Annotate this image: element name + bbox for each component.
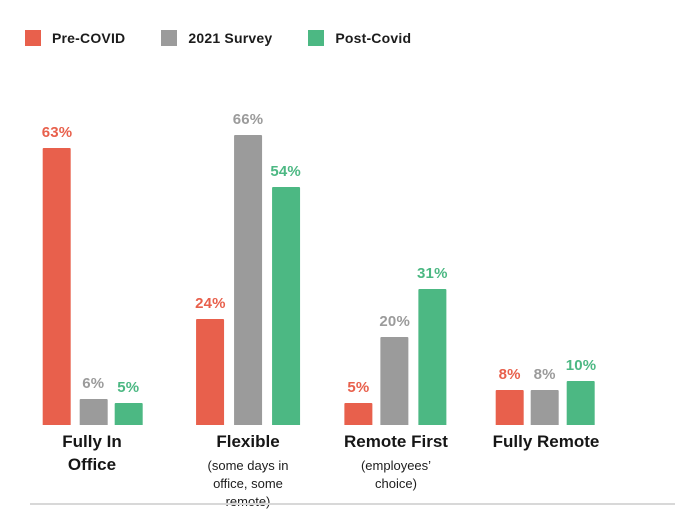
bars: 24% 66% 54% [195,111,301,425]
legend-label: Pre-COVID [52,30,126,46]
legend-item-post-covid: Post-Covid [308,30,411,46]
bar-column: 54% [270,163,301,425]
bars: 63% 6% 5% [42,124,143,425]
category: Flexible (some days in office, some remo… [173,431,323,512]
bar-2021-survey [234,134,262,425]
bar-column: 5% [114,379,143,425]
legend-swatch-pre-covid [25,30,41,46]
bar-column: 31% [417,265,448,425]
bar-group-remote-first: 5% 20% 31% Remote First (employees’ choice… [321,0,471,523]
bar-value-label: 66% [232,110,264,128]
bar-column: 8% [495,365,524,425]
category-note: (employees’ choice) [360,457,432,492]
bar-column: 66% [233,111,264,425]
bar-column: 63% [42,124,73,425]
legend-label: 2021 Survey [188,30,273,46]
category-label: Fully In Office [62,432,122,474]
bars: 8% 8% 10% [495,357,597,425]
bar-value-label: 5% [117,379,140,396]
bottom-divider [30,503,675,505]
bar-group-fully-in-office: 63% 6% 5% Fully In Office [17,0,167,523]
bar-pre-covid [43,147,71,425]
bar-post-covid [418,288,447,425]
bar-value-label: 20% [379,313,410,330]
bar-column: 10% [566,357,597,425]
bar-value-label: 6% [82,374,105,392]
bar-column: 8% [530,365,559,425]
bar-group-fully-remote: 8% 8% 10% Fully Remote [471,0,621,523]
legend: Pre-COVID 2021 Survey Post-Covid [25,30,411,46]
bar-value-label: 5% [347,379,370,396]
category: Remote First (employees’ choice) [321,431,471,493]
legend-label: Post-Covid [335,30,412,46]
category-label: Remote First [344,432,448,451]
legend-item-2021-survey: 2021 Survey [161,30,272,46]
bar-pre-covid [196,319,225,425]
legend-swatch-post-covid [308,30,325,46]
legend-item-pre-covid: Pre-COVID [25,30,125,46]
bar-post-covid [271,187,300,425]
bar-column: 20% [379,313,410,425]
category-note: (some days in office, some remote) [207,457,289,510]
legend-swatch-2021-survey [161,30,178,46]
bar-2021-survey [79,398,108,425]
bar-group-flexible: 24% 66% 54% Flexible (some days in office,… [173,0,323,523]
bars: 5% 20% 31% [344,265,447,425]
bar-value-label: 54% [270,163,301,181]
bar-post-covid [114,403,143,425]
bar-value-label: 63% [41,123,73,141]
bar-value-label: 8% [498,365,521,383]
bar-column: 6% [79,374,108,425]
bar-value-label: 31% [417,264,448,282]
bar-value-label: 8% [533,365,556,383]
category-label: Flexible [216,432,280,451]
category: Fully Remote [471,431,621,457]
bar-2021-survey [530,389,559,425]
bar-pre-covid [495,389,524,425]
bar-post-covid [567,381,595,425]
category-label: Fully Remote [492,432,600,451]
bar-2021-survey [380,337,409,425]
bar-column: 5% [344,379,373,425]
bar-value-label: 10% [565,357,597,374]
bar-column: 24% [195,295,226,425]
bar-pre-covid [344,403,373,425]
category: Fully In Office [17,431,167,480]
bar-value-label: 24% [195,295,226,313]
